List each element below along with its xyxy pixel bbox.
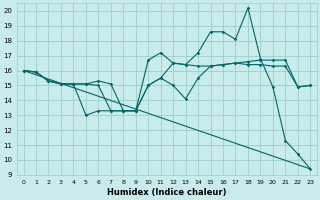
X-axis label: Humidex (Indice chaleur): Humidex (Indice chaleur) <box>107 188 227 197</box>
